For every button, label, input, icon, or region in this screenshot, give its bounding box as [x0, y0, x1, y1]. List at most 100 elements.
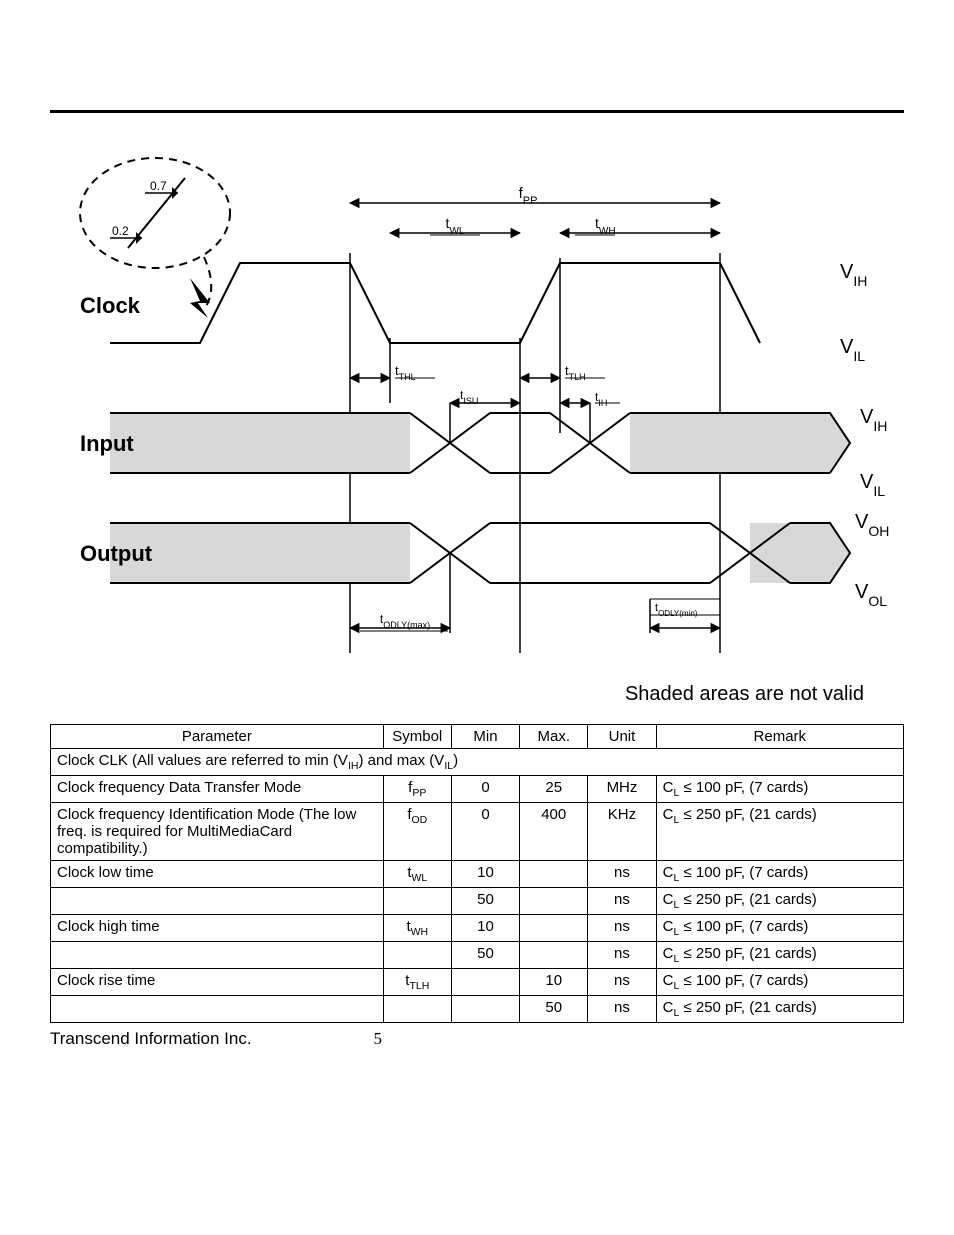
cell-unit: ns: [588, 888, 656, 915]
cell-remark: CL ≤ 250 pF, (21 cards): [656, 803, 903, 861]
page-footer: Transcend Information Inc. 5: [50, 1029, 904, 1049]
svg-text:tWL: tWL: [446, 215, 465, 237]
section-rule: [50, 110, 904, 113]
table-row: Clock frequency Identification Mode (The…: [51, 803, 904, 861]
cell-remark: CL ≤ 100 pF, (7 cards): [656, 915, 903, 942]
cell-remark: CL ≤ 250 pF, (21 cards): [656, 888, 903, 915]
svg-text:VIH: VIH: [860, 406, 887, 434]
cell-min: 0: [451, 803, 519, 861]
svg-text:tTLH: tTLH: [565, 363, 586, 382]
cell-unit: ns: [588, 915, 656, 942]
clock-label: Clock: [80, 293, 141, 318]
pt-hi: 0.7: [150, 179, 167, 193]
svg-text:VIH: VIH: [840, 261, 867, 289]
cell-param: [51, 888, 384, 915]
cell-symbol: tTLH: [383, 969, 451, 996]
tisu-s: ISU: [463, 396, 478, 406]
cell-unit: KHz: [588, 803, 656, 861]
vih-l: V: [840, 261, 854, 283]
cell-min: [451, 996, 519, 1023]
cell-min: 50: [451, 888, 519, 915]
svg-text:VOL: VOL: [855, 581, 887, 609]
cell-remark: CL ≤ 100 pF, (7 cards): [656, 861, 903, 888]
cell-min: [451, 969, 519, 996]
cell-max: [520, 861, 588, 888]
svg-text:VOH: VOH: [855, 511, 889, 539]
svg-text:tODLY(max): tODLY(max): [380, 612, 430, 630]
sec-b: IH: [348, 760, 359, 772]
cell-unit: ns: [588, 942, 656, 969]
cell-param: Clock rise time: [51, 969, 384, 996]
cell-param: Clock frequency Data Transfer Mode: [51, 776, 384, 803]
svg-text:tWH: tWH: [595, 215, 616, 237]
cell-param: [51, 942, 384, 969]
output-label: Output: [80, 541, 153, 566]
footer-company: Transcend Information Inc.: [50, 1029, 252, 1049]
cell-symbol: tWH: [383, 915, 451, 942]
table-row: Clock high timetWH10 nsCL ≤ 100 pF, (7 ca…: [51, 915, 904, 942]
cell-max: 400: [520, 803, 588, 861]
sec-e: ): [453, 752, 458, 769]
cell-max: [520, 915, 588, 942]
pt-lo: 0.2: [112, 224, 129, 238]
ttlh-s: TLH: [569, 372, 586, 382]
cell-min: 50: [451, 942, 519, 969]
th-min: Min: [451, 725, 519, 749]
cell-param: Clock low time: [51, 861, 384, 888]
cell-max: [520, 888, 588, 915]
table-row: 50nsCL ≤ 250 pF, (21 cards): [51, 996, 904, 1023]
cell-max: 50: [520, 996, 588, 1023]
vih-s: IH: [853, 273, 867, 289]
cell-symbol: fOD: [383, 803, 451, 861]
timing-table: Parameter Symbol Min Max. Unit Remark Cl…: [50, 724, 904, 1023]
cell-remark: CL ≤ 100 pF, (7 cards): [656, 776, 903, 803]
cell-symbol: [383, 942, 451, 969]
todlymin-s: ODLY(min): [658, 609, 698, 618]
tthl-s: THL: [399, 372, 416, 382]
svg-text:VIL: VIL: [840, 336, 865, 364]
cell-max: 10: [520, 969, 588, 996]
cell-param: Clock high time: [51, 915, 384, 942]
cell-symbol: fPP: [383, 776, 451, 803]
table-row: 50 nsCL ≤ 250 pF, (21 cards): [51, 888, 904, 915]
vil2-s: IL: [873, 483, 885, 499]
th-remark: Remark: [656, 725, 903, 749]
cell-param: Clock frequency Identification Mode (The…: [51, 803, 384, 861]
svg-text:tIH: tIH: [595, 390, 607, 408]
vol-l: V: [855, 581, 869, 603]
th-param: Parameter: [51, 725, 384, 749]
input-label: Input: [80, 431, 134, 456]
cell-max: 25: [520, 776, 588, 803]
cell-remark: CL ≤ 250 pF, (21 cards): [656, 996, 903, 1023]
table-row: 50nsCL ≤ 250 pF, (21 cards): [51, 942, 904, 969]
vih2-s: IH: [873, 418, 887, 434]
section-row: Clock CLK (All values are referred to mi…: [51, 749, 904, 776]
cell-symbol: [383, 996, 451, 1023]
vil2-l: V: [860, 471, 874, 493]
cell-unit: ns: [588, 861, 656, 888]
vol-s: OL: [868, 593, 887, 609]
cell-remark: CL ≤ 100 pF, (7 cards): [656, 969, 903, 996]
sec-c: ) and max (V: [358, 752, 444, 769]
cell-min: 0: [451, 776, 519, 803]
table-row: Clock frequency Data Transfer ModefPP025…: [51, 776, 904, 803]
table-row: Clock low timetWL10 nsCL ≤ 100 pF, (7 car…: [51, 861, 904, 888]
vil-l: V: [840, 336, 854, 358]
timing-diagram: fPP tWL tWH tTHL tTLH tISU tIH: [50, 153, 910, 673]
cell-unit: MHz: [588, 776, 656, 803]
todlymax-s: ODLY(max): [383, 620, 430, 630]
footer-page: 5: [374, 1029, 383, 1049]
cell-unit: ns: [588, 969, 656, 996]
cell-max: [520, 942, 588, 969]
cell-symbol: tWL: [383, 861, 451, 888]
cell-unit: ns: [588, 996, 656, 1023]
table-row: Clock rise timetTLH 10nsCL ≤ 100 pF, (7 c…: [51, 969, 904, 996]
th-max: Max.: [520, 725, 588, 749]
vih2-l: V: [860, 406, 874, 428]
sec-d: IL: [444, 760, 453, 772]
cell-min: 10: [451, 861, 519, 888]
fpp-sub: PP: [523, 195, 538, 207]
cell-min: 10: [451, 915, 519, 942]
diagram-caption: Shaded areas are not valid: [50, 683, 864, 706]
cell-symbol: [383, 888, 451, 915]
